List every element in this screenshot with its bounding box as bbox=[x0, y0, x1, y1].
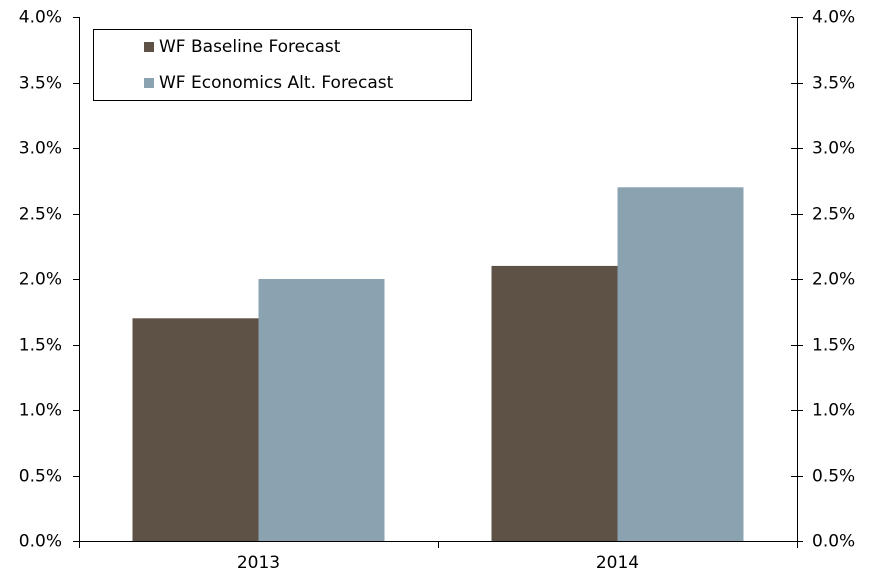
bar bbox=[491, 265, 618, 541]
y-tick-label: 3.5% bbox=[19, 74, 62, 94]
y2-tick-label: 4.0% bbox=[812, 8, 855, 28]
y2-tick-label: 2.0% bbox=[812, 270, 855, 290]
y-tick-label: 4.0% bbox=[19, 8, 62, 28]
y-tick-label: 2.5% bbox=[19, 205, 62, 225]
bar bbox=[617, 187, 744, 542]
legend-label: WF Economics Alt. Forecast bbox=[159, 73, 394, 93]
y-tick-label: 2.0% bbox=[19, 270, 62, 290]
y-tick-label: 1.0% bbox=[19, 401, 62, 421]
y2-tick-label: 3.0% bbox=[812, 139, 855, 159]
x-tick-label: 2013 bbox=[237, 553, 280, 573]
y2-tick-label: 1.5% bbox=[812, 336, 855, 356]
legend-swatch bbox=[144, 42, 154, 52]
y-tick-label: 0.0% bbox=[19, 532, 62, 552]
bar bbox=[258, 279, 385, 541]
legend-box bbox=[93, 29, 472, 101]
legend-label: WF Baseline Forecast bbox=[159, 37, 341, 57]
y2-tick-label: 0.0% bbox=[812, 532, 855, 552]
bar bbox=[132, 318, 259, 541]
y2-tick-label: 3.5% bbox=[812, 74, 855, 94]
y2-tick-label: 0.5% bbox=[812, 467, 855, 487]
y2-tick-label: 2.5% bbox=[812, 205, 855, 225]
y-tick-label: 3.0% bbox=[19, 139, 62, 159]
x-tick-label: 2014 bbox=[596, 553, 639, 573]
legend-swatch bbox=[144, 78, 154, 88]
y-tick-label: 0.5% bbox=[19, 467, 62, 487]
y-tick-label: 1.5% bbox=[19, 336, 62, 356]
y2-tick-label: 1.0% bbox=[812, 401, 855, 421]
